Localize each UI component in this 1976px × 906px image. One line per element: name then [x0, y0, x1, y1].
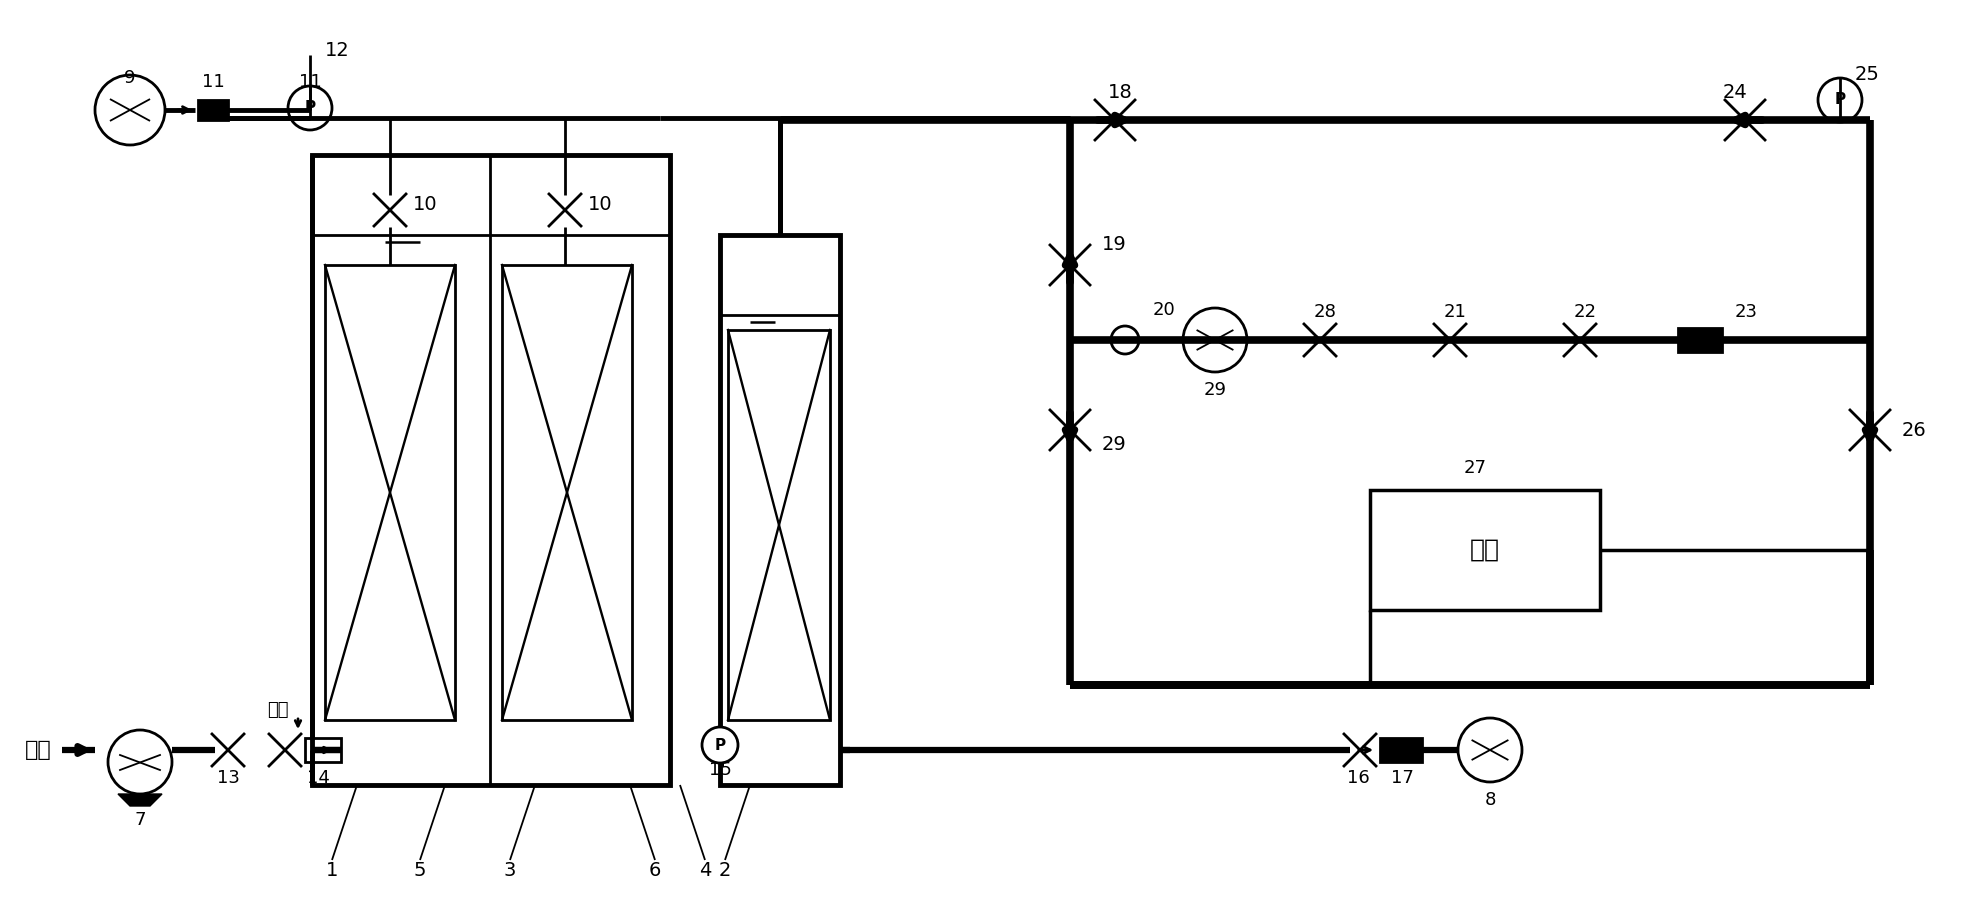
Circle shape — [1184, 308, 1247, 372]
Text: 12: 12 — [324, 41, 350, 60]
Circle shape — [1111, 326, 1138, 354]
Text: 8: 8 — [1484, 791, 1496, 809]
Text: 出气: 出气 — [267, 701, 288, 719]
Circle shape — [95, 75, 166, 145]
Text: 25: 25 — [1855, 65, 1879, 84]
Circle shape — [701, 727, 737, 763]
Text: 28: 28 — [1314, 303, 1336, 321]
Text: 16: 16 — [1346, 769, 1369, 787]
Circle shape — [1458, 718, 1522, 782]
Text: 24: 24 — [1723, 82, 1747, 101]
Text: 23: 23 — [1735, 303, 1759, 321]
Text: 4: 4 — [700, 861, 711, 880]
Bar — [502, 265, 632, 720]
Text: 21: 21 — [1444, 303, 1466, 321]
Text: 19: 19 — [1103, 236, 1126, 255]
Text: 29: 29 — [1103, 436, 1126, 455]
Text: 11: 11 — [298, 73, 322, 91]
Circle shape — [109, 730, 172, 794]
Text: 10: 10 — [413, 196, 437, 215]
Bar — [304, 738, 342, 762]
Text: 3: 3 — [504, 861, 516, 880]
Text: 17: 17 — [1391, 769, 1413, 787]
Text: 进水: 进水 — [24, 740, 51, 760]
Text: 1: 1 — [326, 861, 338, 880]
Text: 6: 6 — [648, 861, 662, 880]
Bar — [1678, 328, 1721, 352]
Text: 26: 26 — [1903, 420, 1927, 439]
Bar — [719, 235, 840, 785]
Bar — [312, 155, 670, 785]
Text: 14: 14 — [306, 769, 330, 787]
Text: 5: 5 — [413, 861, 427, 880]
Text: 10: 10 — [587, 196, 613, 215]
Circle shape — [288, 86, 332, 130]
Polygon shape — [119, 794, 162, 806]
Text: 18: 18 — [1109, 82, 1132, 101]
Text: 7: 7 — [134, 811, 146, 829]
Text: P: P — [304, 101, 316, 115]
Text: 13: 13 — [217, 769, 239, 787]
Text: P: P — [1834, 92, 1846, 108]
Circle shape — [1818, 78, 1861, 122]
Bar — [1369, 490, 1601, 610]
Text: 2: 2 — [719, 861, 731, 880]
Text: 27: 27 — [1464, 459, 1486, 477]
Bar — [198, 100, 227, 120]
Bar — [727, 330, 830, 720]
Text: 15: 15 — [709, 761, 731, 779]
Text: 20: 20 — [1154, 301, 1176, 319]
Text: 22: 22 — [1573, 303, 1597, 321]
Text: 29: 29 — [1203, 381, 1227, 399]
Text: 11: 11 — [202, 73, 225, 91]
Text: 水箱: 水箱 — [1470, 538, 1500, 562]
Bar — [324, 265, 454, 720]
Text: P: P — [715, 737, 725, 753]
Bar — [1379, 738, 1423, 762]
Text: 9: 9 — [124, 69, 136, 87]
